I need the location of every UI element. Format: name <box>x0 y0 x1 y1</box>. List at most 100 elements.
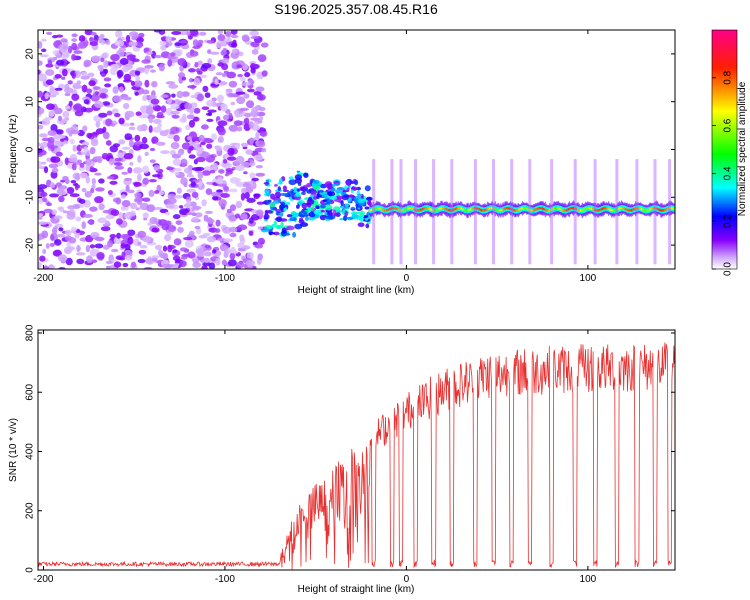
transition-blob <box>263 213 270 220</box>
noise-blob <box>66 187 75 194</box>
noise-blob <box>81 188 87 193</box>
noise-blob <box>255 140 266 148</box>
transition-blob <box>261 229 269 233</box>
noise-blob <box>53 92 60 96</box>
noise-blob <box>52 35 58 39</box>
noise-blob <box>91 178 97 185</box>
transition-blob <box>326 185 333 190</box>
noise-blob <box>187 85 197 89</box>
noise-blob <box>56 59 65 66</box>
noise-blob <box>127 229 136 236</box>
transition-blob <box>274 191 281 198</box>
noise-blob <box>97 217 107 224</box>
noise-blob <box>77 159 82 163</box>
noise-blob <box>94 101 104 108</box>
noise-blob <box>98 65 104 72</box>
noise-blob <box>124 110 135 118</box>
noise-blob <box>239 107 249 111</box>
noise-blob <box>102 131 110 140</box>
noise-blob <box>221 57 230 64</box>
noise-blob <box>141 59 151 64</box>
noise-blob <box>235 91 246 95</box>
noise-blob <box>118 212 124 219</box>
noise-blob <box>165 203 175 209</box>
noise-blob <box>48 163 59 169</box>
noise-blob <box>134 192 142 199</box>
noise-blob <box>176 187 182 194</box>
transition-blob <box>265 192 271 197</box>
noise-blob <box>206 218 215 224</box>
noise-blob <box>257 226 264 230</box>
transition-blob <box>270 193 276 200</box>
noise-blob <box>130 80 135 86</box>
y-tick-label: 0 <box>25 146 36 152</box>
noise-blob <box>135 67 146 72</box>
noise-blob <box>160 94 169 98</box>
noise-blob <box>79 202 85 208</box>
noise-blob <box>250 67 256 74</box>
noise-blob <box>65 257 73 266</box>
noise-blob <box>225 88 233 93</box>
noise-blob <box>259 106 266 112</box>
y-tick-label: 20 <box>25 48 36 60</box>
noise-blob <box>71 163 77 171</box>
noise-blob <box>38 41 43 49</box>
noise-blob <box>226 71 237 79</box>
x-tick-label: -100 <box>215 273 235 284</box>
noise-blob <box>55 182 63 187</box>
noise-blob <box>48 109 55 117</box>
noise-blob <box>206 236 217 243</box>
noise-blob <box>69 193 80 198</box>
noise-blob <box>229 177 240 184</box>
noise-blob <box>60 179 66 183</box>
noise-blob <box>137 241 142 246</box>
noise-blob <box>174 194 183 199</box>
noise-blob <box>119 57 129 66</box>
noise-blob <box>241 82 251 87</box>
noise-blob <box>91 55 101 63</box>
noise-blob <box>261 148 267 153</box>
noise-blob <box>96 156 103 164</box>
noise-blob <box>103 77 112 82</box>
transition-blob <box>335 189 343 194</box>
noise-blob <box>235 165 245 172</box>
noise-blob <box>105 118 113 127</box>
noise-blob <box>205 138 211 143</box>
colorbar-tick-label: 0.4 <box>723 166 734 180</box>
noise-blob <box>199 31 207 36</box>
noise-blob <box>210 133 217 141</box>
noise-blob <box>164 211 171 216</box>
noise-blob <box>183 237 193 241</box>
noise-blob <box>38 69 41 75</box>
transition-blob <box>346 180 351 186</box>
noise-blob <box>194 225 201 230</box>
noise-blob <box>250 80 255 85</box>
noise-blob <box>255 86 265 92</box>
noise-blob <box>102 126 107 133</box>
noise-blob <box>203 257 210 264</box>
dropout-streak <box>473 159 477 265</box>
noise-blob <box>71 33 78 38</box>
noise-blob <box>130 122 135 126</box>
noise-blob <box>154 105 162 112</box>
noise-blob <box>167 197 177 205</box>
noise-blob <box>148 125 153 133</box>
noise-blob <box>62 210 67 214</box>
colorbar: 0.0 0.2 0.4 0.6 0.8 Normalized spectral ampl… <box>711 29 748 276</box>
noise-blob <box>179 247 188 252</box>
noise-blob <box>243 171 248 175</box>
noise-blob <box>68 209 76 217</box>
spectrogram-x-label: Height of straight line (km) <box>298 285 415 296</box>
noise-blob <box>124 212 131 220</box>
noise-blob <box>47 264 55 269</box>
transition-blob <box>313 196 318 200</box>
noise-blob <box>186 136 192 141</box>
noise-blob <box>174 171 180 176</box>
noise-blob <box>46 103 55 110</box>
noise-blob <box>76 258 85 265</box>
noise-blob <box>208 262 216 269</box>
noise-blob <box>179 65 184 72</box>
noise-blob <box>74 110 84 117</box>
noise-blob <box>180 256 188 260</box>
